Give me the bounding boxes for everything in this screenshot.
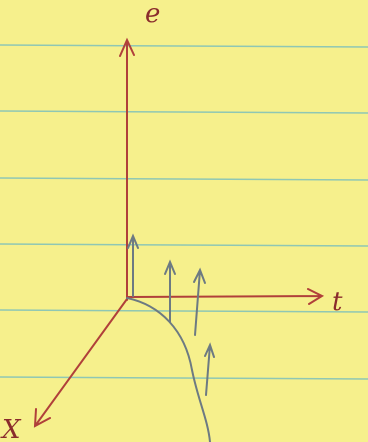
left-label: X bbox=[0, 415, 22, 442]
paper bbox=[0, 0, 368, 442]
sketch: e t X bbox=[0, 0, 368, 442]
right-label: t bbox=[332, 287, 343, 317]
vertical-label: e bbox=[145, 0, 160, 29]
